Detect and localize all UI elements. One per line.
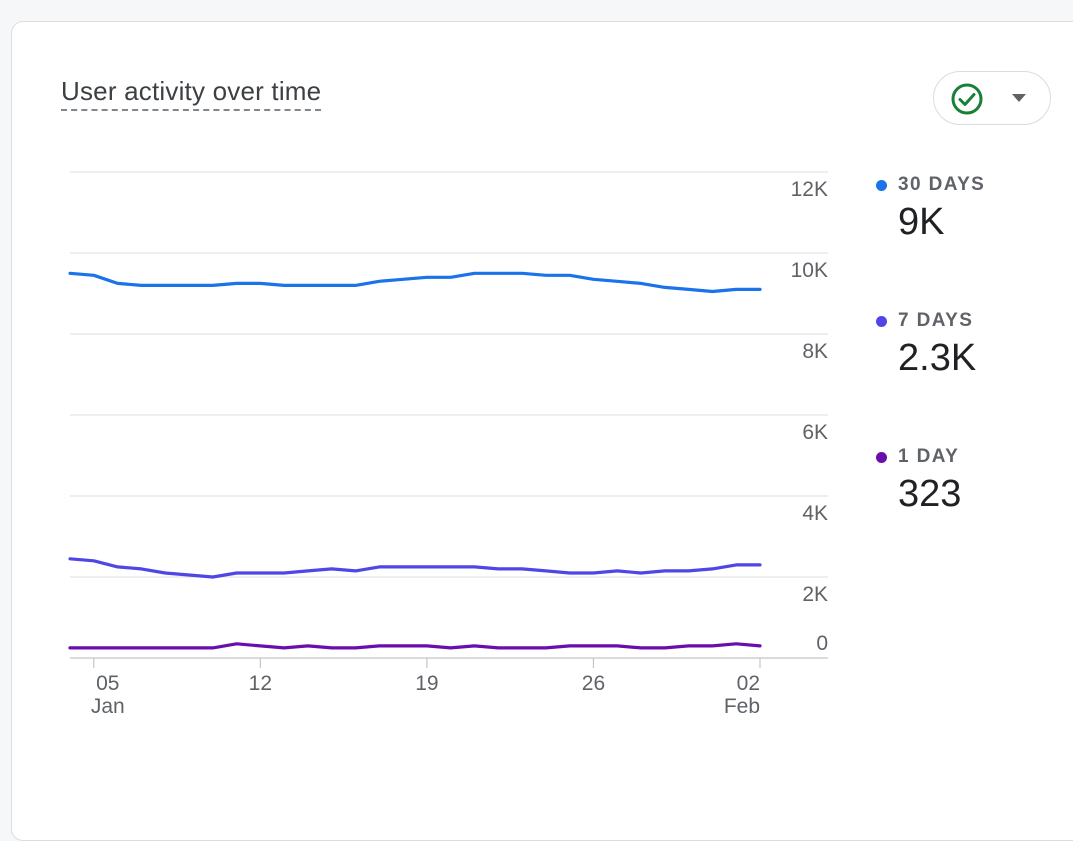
legend-label-30-days: 30 DAYS xyxy=(898,174,986,195)
legend-label-1-day: 1 DAY xyxy=(898,446,960,467)
y-tick-label: 2K xyxy=(802,583,828,606)
y-tick-label: 4K xyxy=(802,502,828,525)
series-line-1-day xyxy=(68,642,762,650)
y-tick-label: 8K xyxy=(802,340,828,363)
legend-dot-30-days xyxy=(876,179,887,191)
series-line-30-days xyxy=(68,271,762,294)
legend-item-1-day: 1 DAY 323 xyxy=(876,446,961,514)
series-line-7-days xyxy=(68,557,762,579)
legend-value-7-days: 2.3K xyxy=(898,337,977,379)
x-tick-sublabel: Jan xyxy=(91,695,125,718)
y-tick-label: 6K xyxy=(802,421,828,444)
caret-down-icon xyxy=(1012,94,1026,102)
y-tick-label: 0 xyxy=(816,632,828,655)
legend-item-30-days: 30 DAYS 9K xyxy=(876,174,985,242)
status-dropdown-button[interactable] xyxy=(933,71,1051,125)
x-tick-label: 19 xyxy=(415,672,438,695)
legend-value-1-day: 323 xyxy=(898,473,962,515)
user-activity-card xyxy=(11,21,1073,841)
legend-item-7-days: 7 DAYS 2.3K xyxy=(876,310,976,378)
check-circle-icon xyxy=(951,83,983,115)
x-tick-label: 12 xyxy=(249,672,272,695)
legend-label-7-days: 7 DAYS xyxy=(898,310,974,331)
y-tick-label: 12K xyxy=(791,178,828,201)
legend-dot-1-day xyxy=(876,451,887,463)
x-tick-label: 26 xyxy=(582,672,605,695)
x-tick-sublabel: Feb xyxy=(724,695,760,718)
legend-dot-7-days xyxy=(876,315,887,327)
legend-value-30-days: 9K xyxy=(898,201,945,243)
y-tick-label: 10K xyxy=(791,259,828,282)
card-title[interactable]: User activity over time xyxy=(61,76,322,111)
x-tick-label: 05 xyxy=(96,672,119,695)
x-tick-label: 02 xyxy=(737,672,760,695)
